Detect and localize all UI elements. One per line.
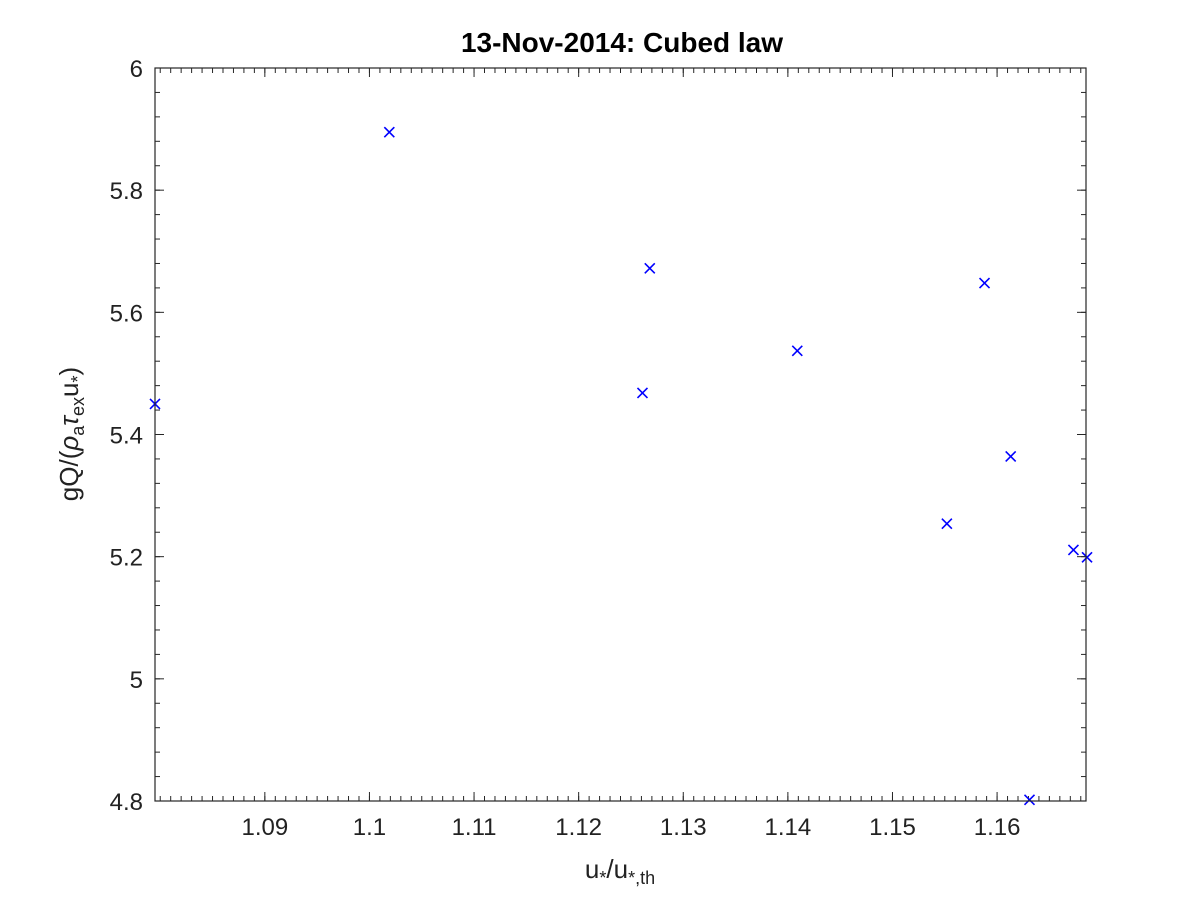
y-tick-label: 5.6	[110, 300, 143, 327]
x-tick-label: 1.15	[869, 814, 916, 841]
x-tick-label: 1.16	[974, 814, 1021, 841]
y-axis-label: gQ/(ρaτexu*)	[54, 367, 88, 501]
y-tick-label: 5.4	[110, 423, 143, 450]
data-point-marker	[383, 126, 395, 138]
x-tick-label: 1.13	[660, 814, 707, 841]
y-tick-label: 5.8	[110, 178, 143, 205]
data-point-marker	[978, 277, 991, 289]
data-point-marker	[1023, 794, 1036, 806]
data-point-marker	[1005, 450, 1017, 463]
axes-box	[154, 67, 1087, 802]
ticks-layer: 4.8 5 5.2 5.4 5.6 5.8 6 1.09 1.1 1.11 1.12 1.13 1.14…	[110, 56, 1086, 841]
chart-title: 13-Nov-2014: Cubed law	[461, 27, 783, 58]
x-tick-label: 1.12	[555, 814, 602, 841]
markers-layer	[149, 126, 1093, 806]
x-tick-label: 1.14	[765, 814, 812, 841]
x-tick-label: 1.11	[452, 814, 497, 841]
data-point-marker	[1081, 551, 1093, 563]
y-tick-label: 6	[130, 56, 143, 83]
y-tick-label: 5.2	[110, 545, 143, 572]
y-tick-label: 4.8	[110, 789, 143, 816]
y-tick-label: 5	[130, 667, 143, 694]
data-point-marker	[941, 518, 953, 530]
data-point-marker	[644, 262, 656, 274]
data-point-marker	[636, 387, 649, 399]
x-axis-label: u*/u*,th	[585, 854, 655, 888]
data-point-marker	[1067, 544, 1080, 556]
data-point-marker	[791, 345, 803, 357]
x-tick-label: 1.09	[241, 814, 288, 841]
x-tick-label: 1.1	[353, 814, 386, 841]
